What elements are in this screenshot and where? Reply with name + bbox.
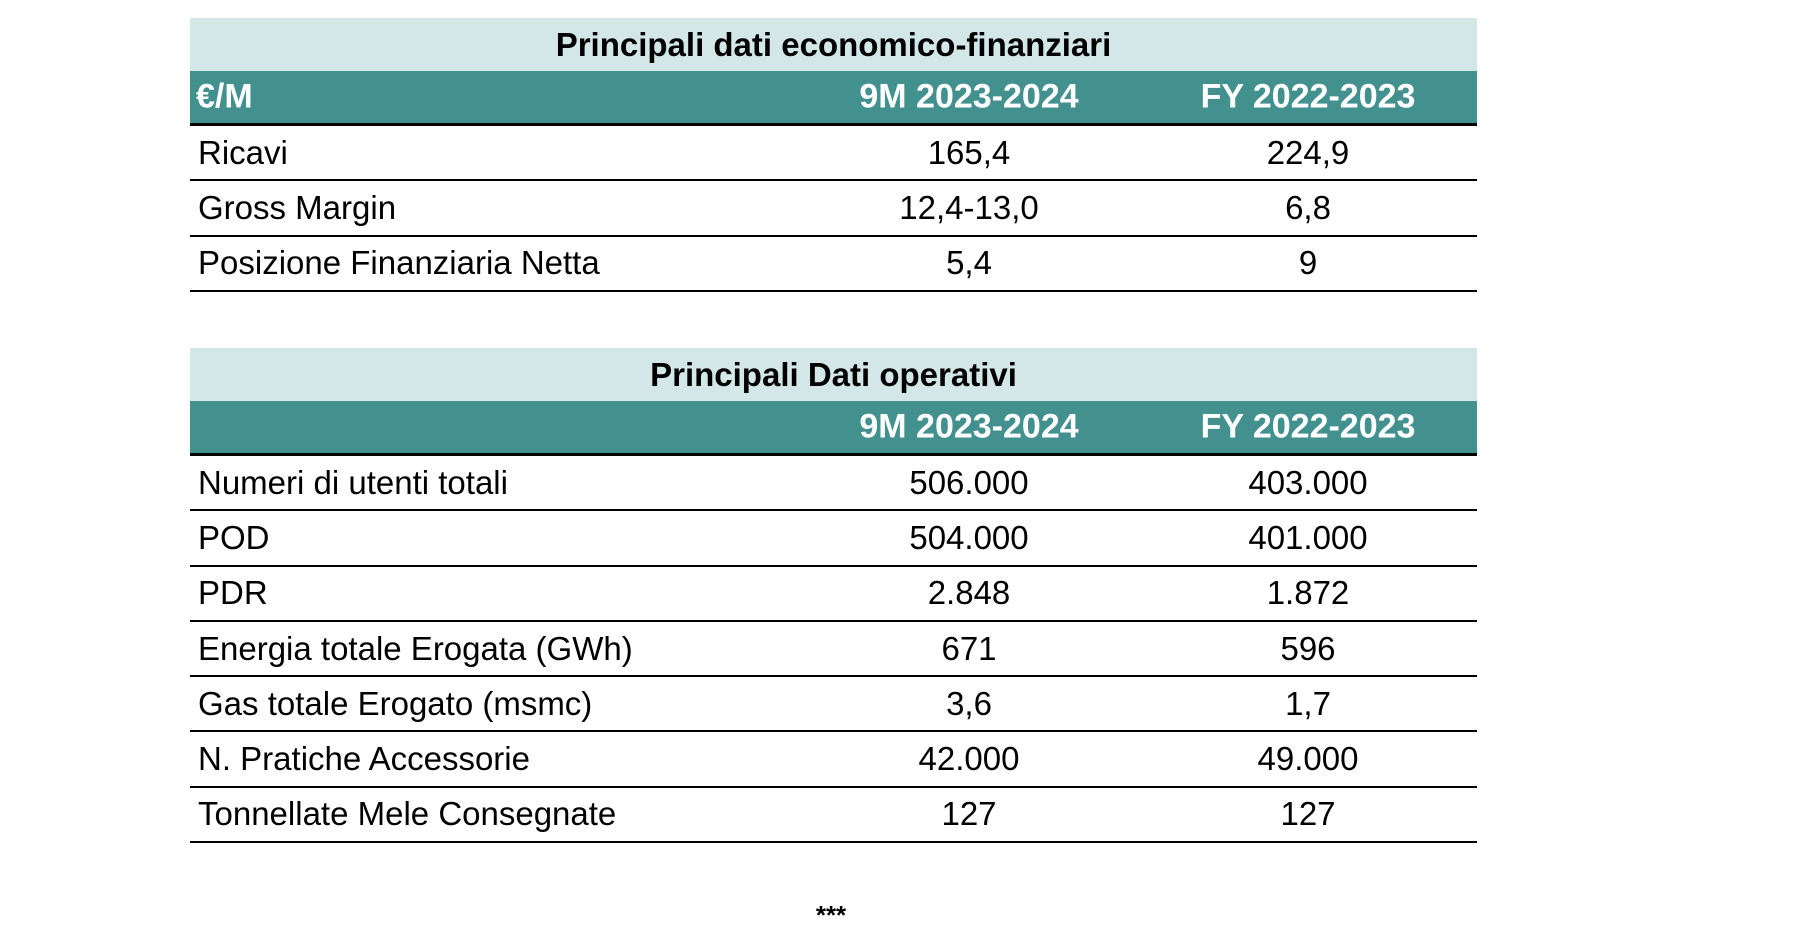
row-value: 12,4-13,0 bbox=[899, 188, 1039, 226]
row-label: N. Pratiche Accessorie bbox=[198, 740, 530, 778]
row-label: Tonnellate Mele Consegnate bbox=[198, 795, 617, 833]
row-value: 401.000 bbox=[1248, 518, 1368, 556]
header-col-9m: 9M 2023-2024 bbox=[859, 77, 1079, 116]
row-value: 49.000 bbox=[1257, 740, 1359, 778]
row-value: 671 bbox=[941, 629, 997, 667]
row-value: 3,6 bbox=[946, 684, 992, 722]
header-col-fy: FY 2022-2023 bbox=[1200, 407, 1416, 446]
row-label: Energia totale Erogata (GWh) bbox=[198, 629, 633, 667]
row-value: 127 bbox=[941, 795, 997, 833]
row-label: Posizione Finanziaria Netta bbox=[198, 244, 600, 282]
row-value: 1,7 bbox=[1285, 684, 1331, 722]
row-value: 2.848 bbox=[927, 574, 1011, 612]
table-title: Principali dati economico-finanziari bbox=[190, 18, 1477, 71]
table-row: Tonnellate Mele Consegnate 127 127 bbox=[190, 788, 1477, 844]
row-value: 42.000 bbox=[918, 740, 1020, 778]
row-label: Numeri di utenti totali bbox=[198, 463, 508, 501]
row-value: 403.000 bbox=[1248, 463, 1368, 501]
row-value: 224,9 bbox=[1266, 133, 1350, 171]
row-value: 1.872 bbox=[1266, 574, 1350, 612]
table-row: Numeri di utenti totali 506.000 403.000 bbox=[190, 456, 1477, 512]
row-label: POD bbox=[198, 518, 270, 556]
economic-financial-table: Principali dati economico-finanziari €/M… bbox=[190, 18, 1477, 292]
table-header: 9M 2023-2024 FY 2022-2023 bbox=[190, 401, 1477, 456]
row-label: PDR bbox=[198, 574, 268, 612]
table-row: Gross Margin 12,4-13,0 6,8 bbox=[190, 181, 1477, 237]
table-row: PDR 2.848 1.872 bbox=[190, 567, 1477, 622]
table-row: N. Pratiche Accessorie 42.000 49.000 bbox=[190, 732, 1477, 788]
row-value: 504.000 bbox=[909, 518, 1029, 556]
row-label: Ricavi bbox=[198, 133, 288, 171]
header-unit: €/M bbox=[196, 77, 253, 116]
table-row: Posizione Finanziaria Netta 5,4 9 bbox=[190, 237, 1477, 292]
header-col-9m: 9M 2023-2024 bbox=[859, 407, 1079, 446]
table-row: Energia totale Erogata (GWh) 671 596 bbox=[190, 622, 1477, 678]
row-value: 5,4 bbox=[946, 244, 992, 282]
table-row: Gas totale Erogato (msmc) 3,6 1,7 bbox=[190, 677, 1477, 733]
table-title: Principali Dati operativi bbox=[190, 348, 1477, 401]
header-col-fy: FY 2022-2023 bbox=[1200, 77, 1416, 116]
operational-data-table: Principali Dati operativi 9M 2023-2024 F… bbox=[190, 348, 1477, 844]
table-row: Ricavi 165,4 224,9 bbox=[190, 126, 1477, 182]
row-value: 9 bbox=[1298, 244, 1318, 282]
row-value: 596 bbox=[1280, 629, 1336, 667]
row-value: 6,8 bbox=[1285, 188, 1331, 226]
row-label: Gas totale Erogato (msmc) bbox=[198, 684, 593, 722]
row-label: Gross Margin bbox=[198, 188, 397, 226]
table-row: POD 504.000 401.000 bbox=[190, 511, 1477, 567]
row-value: 165,4 bbox=[927, 133, 1011, 171]
row-value: 127 bbox=[1280, 795, 1336, 833]
row-value: 506.000 bbox=[909, 463, 1029, 501]
separator: *** bbox=[815, 900, 847, 930]
table-header: €/M 9M 2023-2024 FY 2022-2023 bbox=[190, 71, 1477, 126]
